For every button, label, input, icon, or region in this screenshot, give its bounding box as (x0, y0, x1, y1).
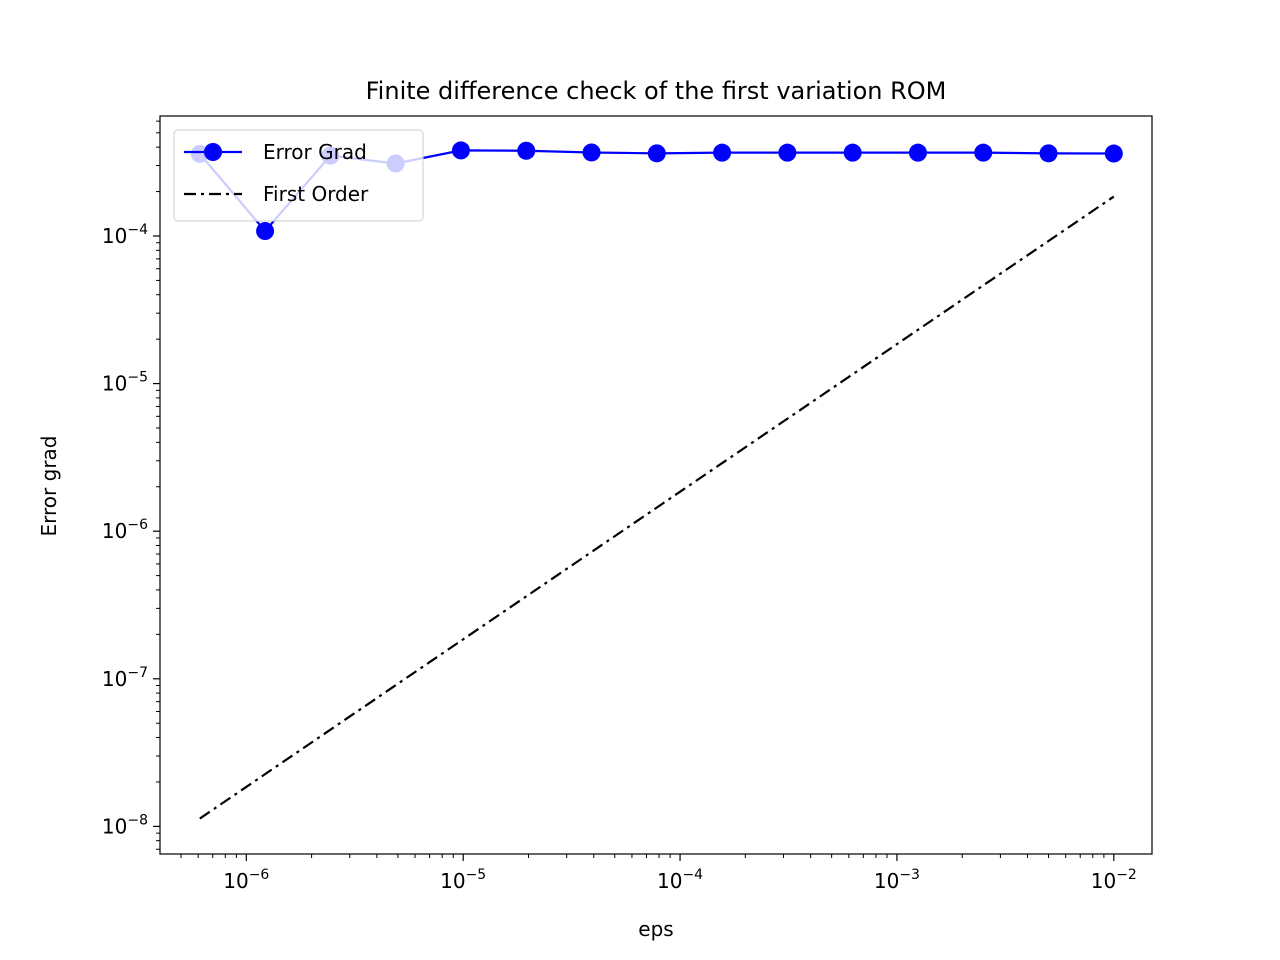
y-tick-label: 10−7 (102, 665, 148, 691)
error-grad-point (517, 141, 536, 160)
y-tick-label-base: 10 (102, 667, 127, 691)
y-tick-label-exponent: −5 (127, 370, 148, 386)
x-tick-label: 10−5 (440, 867, 486, 893)
x-tick-label-base: 10 (874, 869, 899, 893)
first-order-line (199, 195, 1115, 820)
y-axis-label: Error grad (37, 436, 61, 537)
y-tick-label-base: 10 (102, 519, 127, 543)
legend-label: First Order (263, 182, 369, 206)
y-tick-label-base: 10 (102, 224, 127, 248)
x-tick-label-exponent: −2 (1116, 867, 1137, 883)
axis-ticks: 10−6 10−5 10−4 10−3 10−210−810−710−610−510−4 (102, 120, 1137, 893)
error-grad-point (256, 222, 275, 241)
x-tick-label-exponent: −6 (249, 867, 270, 883)
error-grad-point (713, 143, 732, 162)
x-tick-label: 10−3 (874, 867, 920, 893)
y-tick-label-base: 10 (102, 372, 127, 396)
error-grad-point (647, 144, 666, 163)
x-tick-label-exponent: −4 (682, 867, 703, 883)
y-tick-label-base: 10 (102, 814, 127, 838)
chart-title: Finite difference check of the first var… (366, 77, 947, 105)
error-grad-point (1104, 144, 1123, 163)
y-tick-label-exponent: −8 (127, 812, 148, 828)
legend-marker-error-grad (204, 143, 222, 161)
x-axis-label: eps (638, 917, 673, 941)
y-tick-label-exponent: −6 (127, 517, 148, 533)
y-tick-label-exponent: −7 (127, 665, 148, 681)
y-tick-label: 10−8 (102, 812, 148, 838)
error-grad-point (908, 143, 927, 162)
error-grad-point (1039, 144, 1058, 163)
x-tick-label-base: 10 (223, 869, 248, 893)
y-tick-label: 10−6 (102, 517, 148, 543)
x-tick-label-base: 10 (657, 869, 682, 893)
x-tick-label: 10−4 (657, 867, 703, 893)
error-grad-point (778, 143, 797, 162)
x-tick-label-exponent: −3 (899, 867, 920, 883)
plot-area-frame (159, 115, 1153, 855)
x-tick-label: 10−6 (223, 867, 269, 893)
error-grad-point (451, 141, 470, 160)
x-tick-label: 10−2 (1091, 867, 1137, 893)
legend-label: Error Grad (263, 140, 367, 164)
error-grad-point (974, 143, 993, 162)
y-tick-label-exponent: −4 (127, 222, 148, 238)
error-grad-point (843, 143, 862, 162)
x-tick-label-exponent: −5 (466, 867, 487, 883)
legend: Error Grad First Order (173, 129, 424, 222)
y-tick-label: 10−5 (102, 370, 148, 396)
y-tick-label: 10−4 (102, 222, 148, 248)
x-tick-label-base: 10 (1091, 869, 1116, 893)
x-tick-label-base: 10 (440, 869, 465, 893)
error-grad-point (582, 143, 601, 162)
